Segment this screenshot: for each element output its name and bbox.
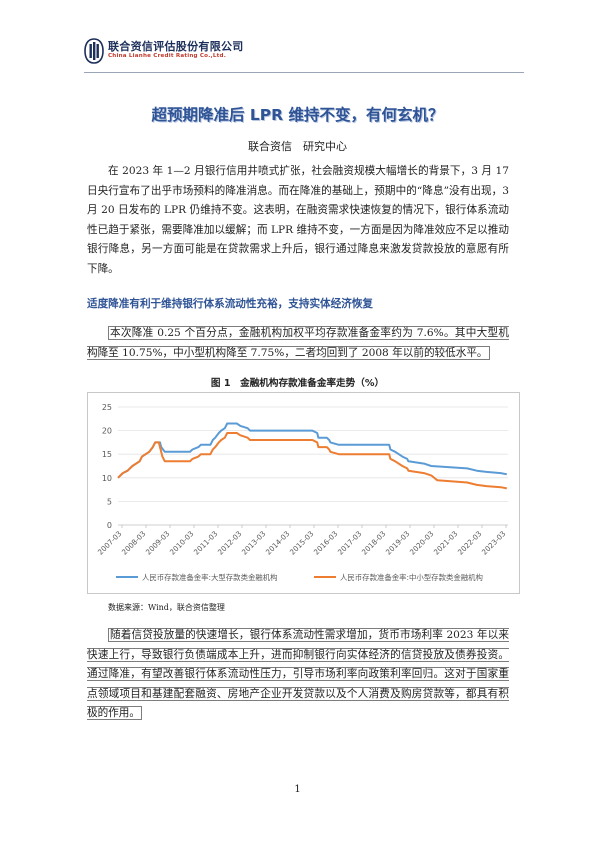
page-number: 1 (294, 784, 301, 795)
intro-paragraph: 在 2023 年 1—2 月银行信用井喷式扩张，社会融资规模大幅增长的背景下，3… (87, 165, 509, 275)
liquidity-paragraph: 随着信贷投放量的快速增长，银行体系流动性需求增加，货币市场利率 2023 年以来… (87, 626, 509, 724)
legend-label: 人民币存款准备金率:中小型存款类金融机构 (340, 573, 483, 582)
x-tick-label: 2023-03 (480, 529, 508, 557)
highlighted-text: 随着信贷投放量的快速增长，银行体系流动性需求增加，货币市场利率 2023 年以来… (87, 628, 509, 721)
y-tick-label: 5 (107, 497, 112, 506)
x-tick-label: 2009-03 (144, 529, 172, 557)
company-logo-icon (84, 38, 104, 64)
header-divider (84, 72, 524, 73)
x-tick-label: 2022-03 (456, 529, 484, 557)
x-tick-label: 2017-03 (336, 529, 364, 557)
company-name-en: China Lianhe Credit Rating Co.,Ltd. (108, 53, 227, 59)
x-tick-label: 2018-03 (360, 529, 388, 557)
section-heading: 适度降准有利于维持银行体系流动性充裕，支持实体经济恢复 (87, 298, 374, 310)
y-tick-label: 0 (107, 521, 112, 530)
rrr-chart: 0 5 10 15 20 25 2007-03 2008-03 2009-03 2010-03 20… (87, 392, 520, 594)
x-tick-label: 2012-03 (216, 529, 244, 557)
y-tick-label: 25 (102, 403, 112, 412)
x-tick-label: 2016-03 (312, 529, 340, 557)
x-tick-label: 2010-03 (168, 529, 196, 557)
x-tick-label: 2019-03 (384, 529, 412, 557)
x-tick-label: 2007-03 (96, 529, 124, 557)
x-tick-label: 2021-03 (432, 529, 460, 557)
series-line (117, 432, 507, 490)
rrr-line-chart: 05101520252007-032008-032009-032010-0320… (96, 403, 508, 582)
figure-caption: 图 1 金融机构存款准备金率走势（%） (210, 378, 385, 389)
x-tick-label: 2015-03 (288, 529, 316, 557)
y-tick-label: 10 (102, 474, 112, 483)
y-tick-label: 15 (102, 450, 112, 459)
rrr-paragraph: 本次降准 0.25 个百分点，金融机构加权平均存款准备金率约为 7.6%。其中大… (87, 324, 509, 363)
report-header: 联合资信评估股份有限公司 China Lianhe Credit Rating … (84, 36, 524, 72)
company-name-cn: 联合资信评估股份有限公司 (108, 40, 244, 53)
x-tick-label: 2020-03 (408, 529, 436, 557)
x-tick-label: 2014-03 (264, 529, 292, 557)
source-note: 数据来源：Wind，联合资信整理 (108, 603, 225, 612)
legend-label: 人民币存款准备金率:大型存款类金融机构 (142, 573, 278, 582)
highlighted-text: 本次降准 0.25 个百分点，金融机构加权平均存款准备金率约为 7.6%。其中大… (87, 326, 509, 360)
page-title: 超预期降准后 LPR 维持不变，有何玄机？ (151, 106, 444, 124)
x-tick-label: 2013-03 (240, 529, 268, 557)
x-tick-label: 2011-03 (192, 529, 220, 557)
series-line (117, 422, 507, 479)
byline: 联合资信 研究中心 (248, 140, 347, 153)
x-tick-label: 2008-03 (120, 529, 148, 557)
y-tick-label: 20 (102, 427, 112, 436)
